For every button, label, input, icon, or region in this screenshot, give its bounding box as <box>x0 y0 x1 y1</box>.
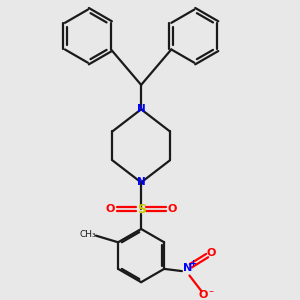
Text: N: N <box>137 177 146 188</box>
Text: N: N <box>183 263 192 273</box>
Text: O: O <box>105 204 115 214</box>
Text: N: N <box>137 104 146 114</box>
Text: +: + <box>189 259 196 268</box>
Text: O: O <box>207 248 216 258</box>
Text: O: O <box>199 290 208 300</box>
Text: ⁻: ⁻ <box>208 290 214 300</box>
Text: CH₃: CH₃ <box>80 230 96 239</box>
Text: O: O <box>167 204 177 214</box>
Text: S: S <box>136 202 146 215</box>
